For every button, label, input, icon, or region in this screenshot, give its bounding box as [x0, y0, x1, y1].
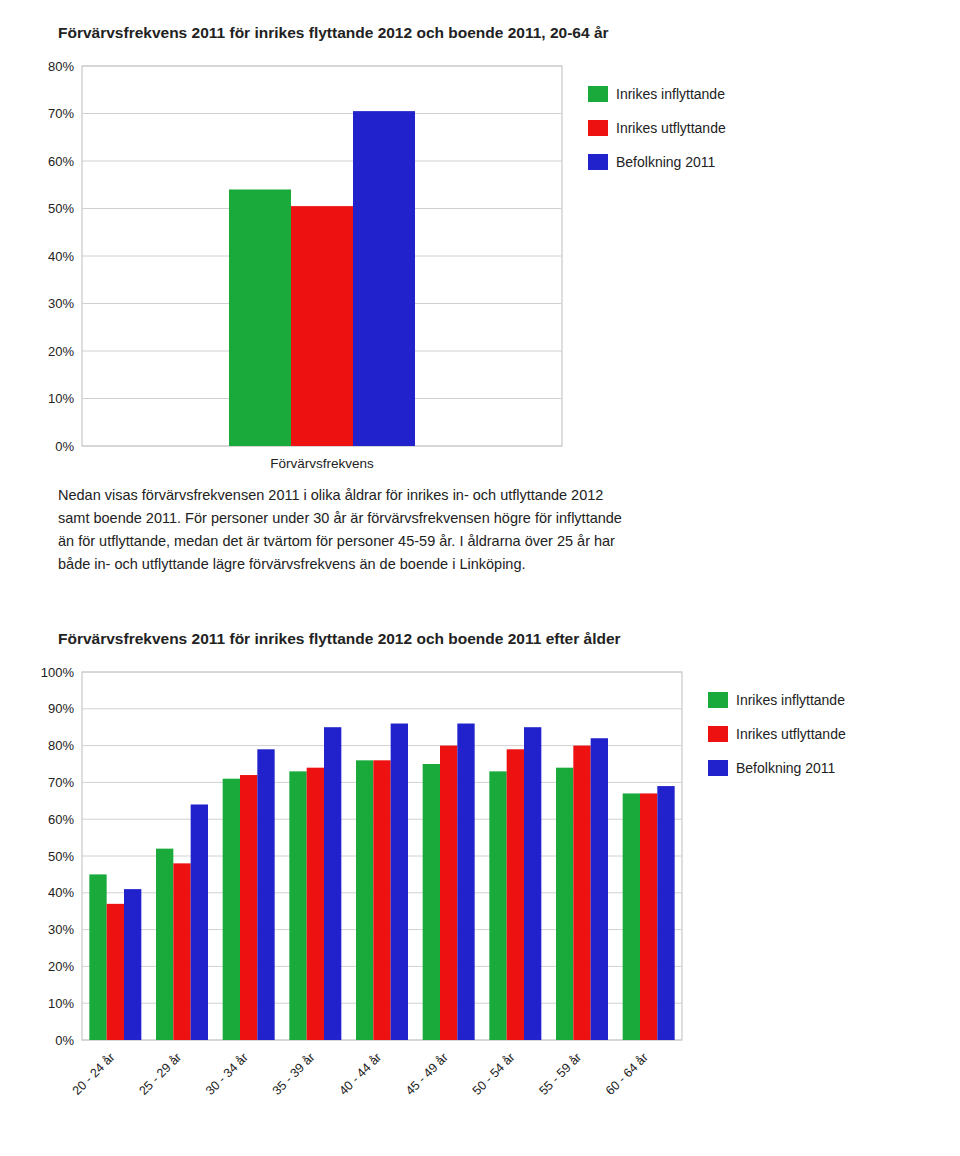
bar [591, 738, 608, 1040]
plot-frame [82, 672, 682, 1040]
y-tick-label: 80% [48, 738, 74, 753]
bar [489, 771, 506, 1040]
bars [89, 724, 674, 1040]
title: Förvärvsfrekvens 2011 för inrikes flytta… [58, 630, 621, 647]
grid-line [82, 672, 682, 673]
x-tick-label: 30 - 34 år [203, 1050, 251, 1098]
y-tick-label: 60% [48, 812, 74, 827]
bar [623, 793, 640, 1040]
bar [353, 111, 415, 446]
x-tick-label: 40 - 44 år [336, 1050, 384, 1098]
bar [556, 768, 573, 1040]
grid-line [82, 161, 562, 162]
legend: Inrikes inflyttande Inrikes utflyttande Be… [588, 86, 726, 170]
legend: Inrikes inflyttande Inrikes utflyttande Be… [708, 692, 846, 776]
x-tick-label: 45 - 49 år [403, 1050, 451, 1098]
bar [229, 190, 291, 447]
title: Förvärvsfrekvens 2011 för inrikes flytta… [58, 24, 609, 41]
bar [440, 746, 457, 1040]
bar [124, 889, 141, 1040]
grid-line [82, 708, 682, 709]
grid-line [82, 66, 562, 67]
bars [229, 111, 415, 446]
legend-swatch [708, 726, 728, 742]
y-tick-label: 50% [48, 849, 74, 864]
y-tick-label: 60% [48, 154, 74, 169]
bar [391, 724, 408, 1040]
y-tick-label: 50% [48, 201, 74, 216]
bar [657, 786, 674, 1040]
x-tick-label: 50 - 54 år [470, 1050, 518, 1098]
page: Förvärvsfrekvens 2011 för inrikes flytta… [0, 0, 960, 1156]
bar [291, 206, 353, 446]
legend-swatch [708, 760, 728, 776]
x-tick-label: 55 - 59 år [536, 1050, 584, 1098]
bar [156, 849, 173, 1040]
x-tick-label: 60 - 64 år [603, 1050, 651, 1098]
bar [423, 764, 440, 1040]
y-tick-label: 10% [48, 391, 74, 406]
bar [457, 724, 474, 1040]
legend-label: Inrikes utflyttande [736, 726, 846, 742]
bar [223, 779, 240, 1040]
y-tick-label: 40% [48, 249, 74, 264]
y-tick-label: 0% [55, 1033, 74, 1048]
y-tick-label: 90% [48, 701, 74, 716]
bar [640, 793, 657, 1040]
bar [356, 760, 373, 1040]
y-tick-label: 100% [41, 665, 75, 680]
bar [373, 760, 390, 1040]
bar [89, 874, 106, 1040]
legend-label: Inrikes inflyttande [616, 86, 725, 102]
bar [107, 904, 124, 1040]
bar [307, 768, 324, 1040]
x-tick-label: 20 - 24 år [70, 1050, 118, 1098]
y-tick-label: 20% [48, 959, 74, 974]
legend-label: Inrikes inflyttande [736, 692, 845, 708]
annotation-line: Nedan visas förvärvsfrekvensen 2011 i ol… [58, 487, 603, 503]
legend-swatch [588, 120, 608, 136]
legend-swatch [708, 692, 728, 708]
annotation-line: både in- och utflyttande lägre förvärvsf… [58, 556, 526, 572]
legend-swatch [588, 86, 608, 102]
chart: Förvärvsfrekvens 2011 för inrikes flytta… [48, 24, 726, 471]
y-tick-label: 0% [55, 439, 74, 454]
bar [573, 746, 590, 1040]
chart: Nedan visas förvärvsfrekvensen 2011 i ol… [41, 487, 846, 1098]
annotation-line: samt boende 2011. För personer under 30 … [58, 510, 622, 526]
plot-frame [82, 66, 562, 446]
y-tick-label: 10% [48, 996, 74, 1011]
bar [507, 749, 524, 1040]
grid-line [82, 113, 562, 114]
legend-label: Befolkning 2011 [616, 154, 716, 170]
bar [324, 727, 341, 1040]
x-tick-label: 35 - 39 år [270, 1050, 318, 1098]
annotation-line: än för utflyttande, medan det är tvärtom… [58, 533, 615, 549]
bar [173, 863, 190, 1040]
y-tick-label: 70% [48, 775, 74, 790]
bar [240, 775, 257, 1040]
bar [257, 749, 274, 1040]
bar [289, 771, 306, 1040]
annotation: Nedan visas förvärvsfrekvensen 2011 i ol… [58, 487, 622, 572]
x-tick-label: 25 - 29 år [136, 1050, 184, 1098]
bar [524, 727, 541, 1040]
bar [191, 804, 208, 1040]
legend-label: Befolkning 2011 [736, 760, 836, 776]
legend-swatch [588, 154, 608, 170]
y-tick-label: 30% [48, 922, 74, 937]
legend-label: Inrikes utflyttande [616, 120, 726, 136]
y-tick-label: 70% [48, 106, 74, 121]
y-tick-label: 20% [48, 344, 74, 359]
x-tick-label: Förvärvsfrekvens [270, 456, 374, 471]
y-tick-label: 40% [48, 885, 74, 900]
y-tick-label: 80% [48, 59, 74, 74]
y-tick-label: 30% [48, 296, 74, 311]
